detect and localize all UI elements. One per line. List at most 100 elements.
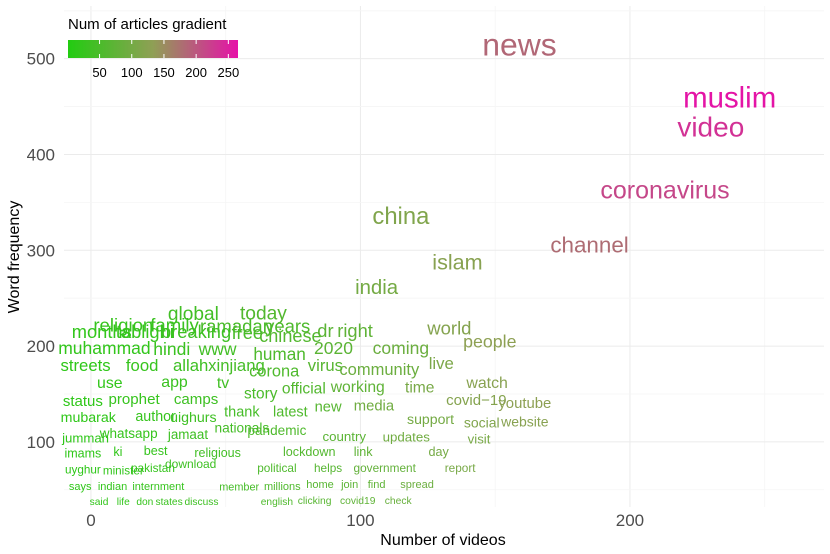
word-label: months [72, 321, 132, 342]
word-label: link [354, 445, 374, 459]
word-label: chinese [259, 326, 321, 346]
word-label: news [482, 26, 556, 62]
legend-tick-label: 200 [185, 65, 207, 80]
word-label: country [322, 429, 366, 444]
word-label: time [405, 380, 434, 397]
word-label: thank [224, 404, 260, 420]
word-label: download [165, 457, 216, 471]
word-label: said [90, 497, 109, 508]
word-label: discuss [184, 497, 218, 508]
word-label: uyghur [65, 464, 101, 477]
word-label: uighurs [170, 410, 217, 426]
word-label: minister [103, 465, 144, 478]
word-label: years [265, 315, 310, 336]
word-label: spread [400, 479, 434, 491]
x-tick-label: 200 [616, 511, 644, 530]
panel-grid [64, 6, 824, 507]
word-label: mubarak [61, 410, 117, 426]
word-label: latest [273, 404, 308, 420]
word-label: streets [61, 356, 111, 375]
word-label: ramadan [200, 315, 273, 336]
legend-title: Num of articles gradient [68, 16, 227, 33]
word-label: live [429, 354, 454, 373]
word-label: support [407, 411, 454, 427]
word-label: youtube [498, 396, 551, 412]
legend-tick-label: 50 [92, 65, 106, 80]
y-tick-label: 100 [27, 433, 55, 452]
word-label: status [63, 393, 103, 410]
legend-gradient-bar [68, 40, 238, 58]
word-label: right [337, 320, 373, 341]
word-label: covid19 [340, 496, 376, 507]
word-label: tablighi [116, 321, 174, 342]
word-label: food [126, 356, 158, 375]
word-label: says [69, 481, 92, 493]
word-label: indian [98, 481, 127, 493]
word-label: working [330, 379, 385, 396]
word-label: today [240, 303, 287, 324]
word-label: ki [113, 445, 122, 459]
word-label: jamaat [167, 427, 208, 442]
y-tick-label: 300 [27, 241, 55, 260]
word-label: government [354, 461, 417, 475]
word-label: world [426, 317, 471, 338]
word-label: official [282, 381, 326, 398]
y-tick-label: 400 [27, 145, 55, 164]
word-label: nationals [214, 420, 269, 435]
word-label: global [168, 304, 219, 325]
word-label: member [219, 482, 259, 494]
word-label: community [339, 361, 420, 379]
legend-ticks: 50 100 150 200 250 [92, 40, 239, 80]
word-label: home [306, 479, 334, 491]
word-label: helps [314, 461, 342, 475]
word-label: 2020 [314, 338, 353, 358]
word-label: pandemic [247, 423, 306, 438]
legend-tick-label: 250 [217, 65, 239, 80]
word-label: english [261, 497, 293, 508]
word-label: internment [132, 481, 184, 493]
x-tick-label: 0 [86, 511, 95, 530]
word-label: family [150, 314, 199, 335]
x-axis-ticks: 0 100 200 [86, 511, 644, 530]
word-label: watch [465, 375, 508, 392]
word-label: india [355, 277, 399, 299]
y-tick-label: 200 [27, 337, 55, 356]
word-label: join [340, 479, 358, 491]
word-label: website [500, 414, 549, 430]
word-label: jummah [61, 431, 109, 446]
legend-tick-label: 150 [153, 65, 175, 80]
word-label: virus [308, 356, 343, 375]
word-label: whatsapp [99, 426, 158, 441]
word-label: prophet [108, 391, 160, 408]
word-label: day [428, 445, 449, 459]
word-labels: newsmuslimvideocoronaviruschinachannelis… [58, 26, 776, 507]
word-label: www [198, 339, 237, 359]
word-label: don [136, 497, 153, 508]
word-label: islam [432, 249, 482, 274]
word-label: social [464, 415, 500, 431]
word-label: story [244, 385, 278, 402]
word-label: tv [217, 375, 229, 392]
word-label: visit [468, 432, 491, 447]
word-label: hindi [153, 339, 190, 359]
word-label: people [463, 332, 517, 352]
word-label: allah [173, 356, 208, 375]
word-label: report [445, 461, 477, 475]
word-label: coming [373, 338, 429, 358]
word-label: corona [249, 363, 300, 381]
word-label: covid−19 [446, 392, 506, 409]
word-label: coronavirus [600, 177, 729, 205]
word-label: best [144, 444, 168, 458]
word-label: author [135, 409, 176, 425]
word-label: pakistan [131, 461, 175, 475]
word-label: breaking [161, 321, 231, 342]
word-label: dr [317, 320, 333, 341]
word-label: clicking [298, 496, 332, 507]
y-tick-label: 500 [27, 50, 55, 69]
word-label: app [161, 374, 188, 391]
x-tick-label: 100 [346, 511, 374, 530]
word-label: china [372, 203, 430, 230]
word-label: video [677, 111, 744, 142]
y-axis-title: Word frequency [6, 201, 23, 314]
